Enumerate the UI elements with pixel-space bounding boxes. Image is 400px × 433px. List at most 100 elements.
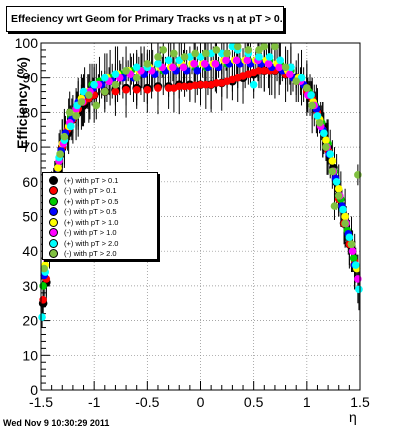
legend-item: (+) with pT > 1.0	[43, 217, 157, 228]
data-point	[212, 46, 221, 54]
x-tick-label: 0	[197, 394, 205, 410]
x-tick-label: 1.5	[350, 394, 370, 410]
data-point	[307, 91, 315, 99]
data-point	[244, 46, 253, 54]
data-point	[122, 66, 130, 75]
x-tick-label: 0.5	[244, 394, 264, 410]
legend-item: (-) with pT > 0.5	[43, 207, 157, 218]
legend-item: (+) with pT > 2.0	[43, 238, 157, 249]
data-point	[65, 108, 74, 117]
data-point	[332, 178, 341, 186]
data-point	[154, 53, 162, 61]
data-point	[169, 63, 177, 72]
data-point	[276, 56, 285, 65]
legend-label: (+) with pT > 0.5	[64, 196, 119, 206]
data-point	[292, 77, 301, 85]
x-tick-label: 1	[303, 394, 311, 410]
x-tick-label: -1.5	[29, 394, 53, 410]
data-point	[66, 122, 75, 131]
y-tick-label: 70	[22, 139, 38, 155]
legend-label: (-) with pT > 0.5	[64, 207, 117, 217]
data-point	[264, 60, 273, 68]
data-point	[255, 53, 263, 61]
data-point	[281, 63, 290, 72]
data-point	[249, 80, 258, 89]
data-point	[202, 80, 210, 89]
data-point	[132, 73, 141, 82]
legend-item: (+) with pT > 0.5	[43, 196, 157, 207]
data-point	[232, 56, 241, 65]
data-point	[322, 143, 330, 151]
data-point	[143, 60, 152, 68]
data-point	[164, 56, 173, 65]
data-point	[90, 80, 98, 89]
data-point	[56, 150, 64, 158]
data-point	[101, 73, 109, 82]
data-point	[159, 46, 168, 54]
data-point	[348, 247, 357, 255]
data-point	[164, 84, 173, 92]
data-point	[60, 132, 69, 141]
data-point	[193, 66, 202, 75]
data-point	[351, 261, 360, 269]
y-tick-label: 60	[22, 174, 38, 190]
data-point	[40, 264, 48, 273]
legend-item: (-) with pT > 2.0	[43, 249, 157, 260]
data-point	[72, 112, 80, 120]
legend-marker-icon	[49, 238, 58, 248]
data-point	[111, 80, 120, 89]
data-point	[180, 53, 189, 61]
y-tick-label: 0	[30, 382, 38, 398]
legend-marker-icon	[49, 186, 58, 196]
data-point	[233, 42, 242, 51]
data-point	[322, 136, 330, 144]
data-point	[349, 254, 358, 262]
data-point	[313, 112, 322, 120]
data-point	[39, 282, 47, 290]
data-point	[339, 205, 347, 214]
legend-label: (-) with pT > 2.0	[64, 249, 117, 259]
data-point	[92, 101, 101, 110]
data-point	[212, 79, 221, 87]
data-point	[315, 119, 324, 127]
y-axis-label: Efficiency (%)	[14, 57, 30, 149]
data-point	[271, 42, 279, 51]
data-point	[347, 240, 356, 249]
data-point	[255, 66, 263, 75]
data-point	[77, 98, 86, 106]
data-point	[330, 202, 339, 210]
y-tick-label: 80	[22, 104, 38, 120]
data-point	[260, 66, 269, 75]
data-point	[179, 63, 188, 72]
legend-item: (+) with pT > 0.1	[43, 175, 157, 186]
data-point	[354, 171, 362, 179]
data-point	[265, 53, 274, 61]
data-point	[354, 275, 362, 283]
data-point	[170, 49, 178, 58]
data-point	[341, 219, 349, 228]
data-point	[175, 82, 184, 91]
data-point	[200, 60, 209, 68]
data-point	[345, 233, 354, 242]
data-point	[111, 70, 120, 79]
data-point	[275, 63, 283, 72]
data-point	[341, 212, 349, 221]
data-point	[190, 60, 198, 68]
data-point	[54, 164, 62, 172]
data-point	[154, 60, 162, 68]
data-point	[287, 63, 295, 72]
data-point	[191, 49, 199, 58]
data-point	[101, 87, 109, 96]
y-tick-label: 40	[22, 243, 38, 259]
legend-marker-icon	[49, 196, 58, 206]
legend-marker-icon	[49, 217, 58, 227]
data-point	[39, 295, 47, 304]
x-tick-label: -1	[88, 394, 101, 410]
y-tick-label: 50	[22, 209, 38, 225]
data-point	[143, 86, 152, 94]
y-tick-label: 30	[22, 278, 38, 294]
data-point	[122, 86, 130, 94]
data-point	[211, 60, 220, 68]
